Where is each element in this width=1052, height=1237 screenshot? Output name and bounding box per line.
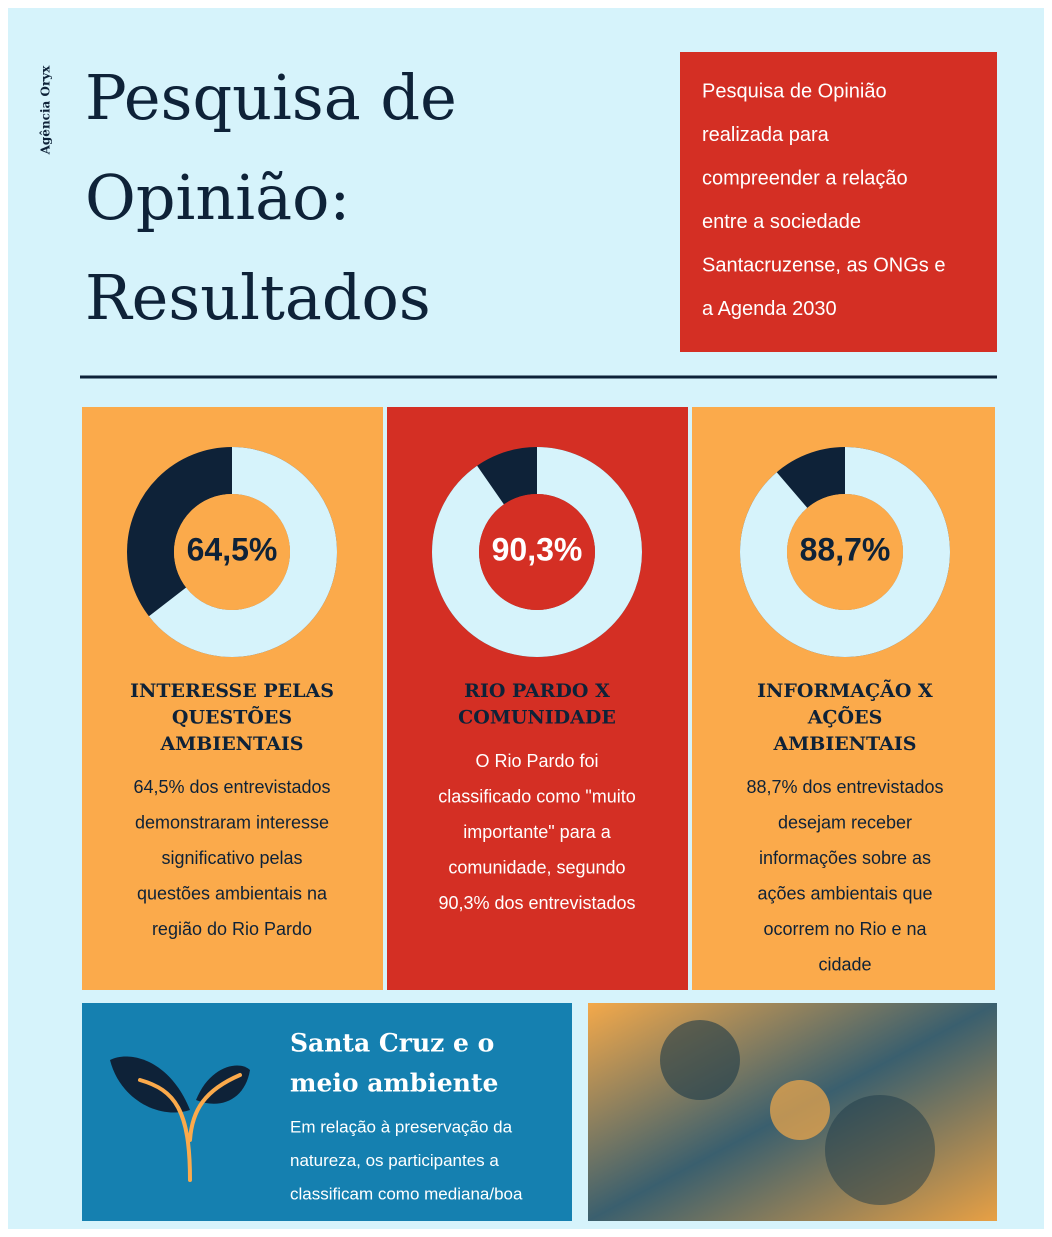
- card-text: cidade: [818, 954, 871, 974]
- intro-text: realizada para: [702, 124, 830, 146]
- card-text: 88,7% dos entrevistados: [746, 777, 943, 797]
- card-title: INTERESSE PELAS: [130, 680, 334, 702]
- card-title: COMUNIDADE: [458, 707, 616, 729]
- card-text: importante" para a: [463, 822, 611, 842]
- card-text: ações ambientais que: [757, 883, 932, 903]
- card-title: RIO PARDO X: [464, 680, 610, 702]
- donut-label: 90,3%: [492, 531, 583, 567]
- card-title: AÇÕES: [807, 706, 883, 729]
- brand: Agência Oryx: [39, 65, 53, 156]
- card-title: AMBIENTAIS: [772, 733, 916, 755]
- footer-text: Em relação à preservação da: [290, 1117, 513, 1136]
- infographic: Agência Oryx Pesquisa de Opinião: Resultad…: [0, 0, 1052, 1237]
- card-text: significativo pelas: [161, 848, 302, 868]
- card-text: desejam receber: [778, 812, 912, 832]
- card-title: AMBIENTAIS: [159, 733, 303, 755]
- footer-title: Santa Cruz e o: [290, 1029, 494, 1058]
- intro-text: compreender a relação: [702, 167, 908, 189]
- card-text: região do Rio Pardo: [152, 919, 312, 939]
- card-title: INFORMAÇÃO X: [757, 679, 933, 702]
- footer-title: meio ambiente: [290, 1069, 498, 1098]
- card-text: comunidade, segundo: [448, 857, 625, 877]
- card-text: classificado como "muito: [438, 786, 635, 806]
- title: Opinião:: [85, 161, 350, 234]
- card-text: 64,5% dos entrevistados: [133, 777, 330, 797]
- card-text: demonstraram interesse: [135, 812, 329, 832]
- title: Resultados: [85, 261, 431, 334]
- card-text: informações sobre as: [759, 848, 931, 868]
- intro-text: Pesquisa de Opinião: [702, 80, 887, 102]
- intro-text: Santacruzense, as ONGs e: [702, 254, 945, 276]
- card-text: 90,3% dos entrevistados: [438, 893, 635, 913]
- title: Pesquisa de: [85, 61, 457, 134]
- card-text: ocorrem no Rio e na: [763, 919, 927, 939]
- donut-label: 64,5%: [187, 531, 278, 567]
- photo: [588, 1003, 997, 1221]
- card-text: O Rio Pardo foi: [475, 751, 598, 771]
- donut-label: 88,7%: [800, 531, 891, 567]
- footer-text: classificam como mediana/boa: [290, 1184, 523, 1203]
- card-text: questões ambientais na: [137, 883, 328, 903]
- footer-text: natureza, os participantes a: [290, 1151, 499, 1170]
- intro-text: a Agenda 2030: [702, 298, 837, 320]
- card-title: QUESTÕES: [172, 706, 292, 729]
- intro-text: entre a sociedade: [702, 211, 861, 233]
